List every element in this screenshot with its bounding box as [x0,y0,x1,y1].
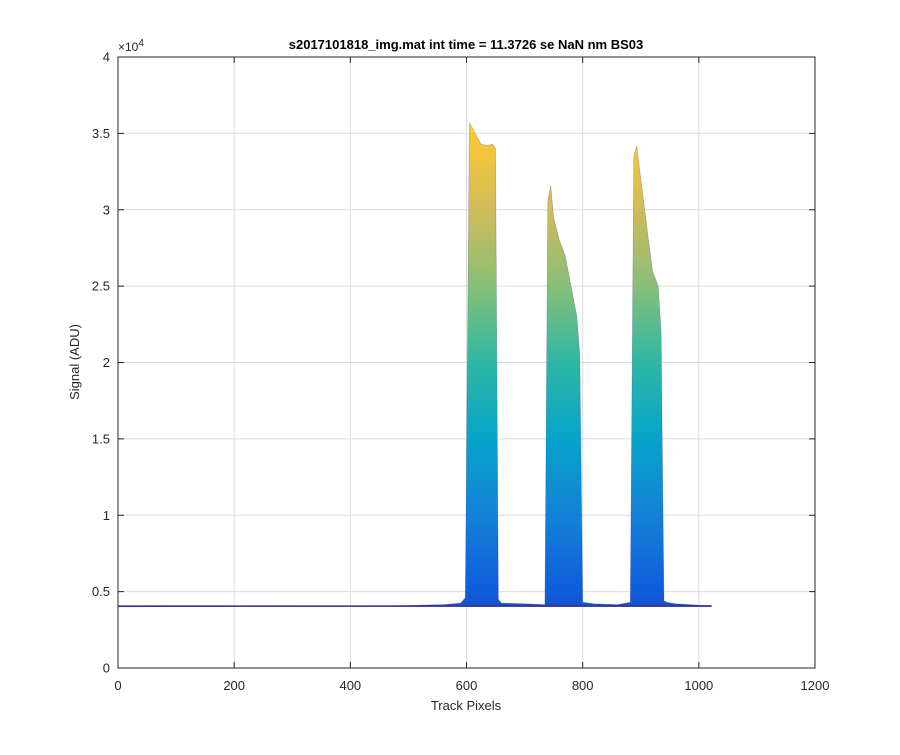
grid [118,57,815,668]
x-tick-label: 1000 [684,678,713,693]
x-tick-label: 600 [456,678,478,693]
signal-line [117,122,712,608]
x-axis-label: Track Pixels [431,698,502,713]
y-exponent-power: 4 [138,38,144,49]
y-tick-label: 1.5 [92,431,110,446]
y-tick-label: 4 [103,50,110,65]
x-tick-label: 0 [114,678,121,693]
y-exponent-base: ×10 [118,40,139,54]
y-tick-label: 1 [103,508,110,523]
y-tick-label: 2.5 [92,279,110,294]
y-tick-label: 3 [103,202,110,217]
signal-area [118,122,712,607]
x-tick-label: 800 [572,678,594,693]
x-tick-label: 1200 [801,678,830,693]
chart-title: s2017101818_img.mat int time = 11.3726 s… [289,37,643,52]
plot-layer [117,122,712,608]
y-tick-label: 0 [103,661,110,676]
y-tick-label: 2 [103,355,110,370]
x-tick-label: 400 [339,678,361,693]
y-tick-label: 0.5 [92,584,110,599]
y-tick-label: 3.5 [92,126,110,141]
y-ticks: 0 0.5 1 1.5 2 2.5 3 3.5 4 [92,50,815,676]
x-ticks: 0 200 400 600 800 1000 1200 [114,57,829,693]
y-axis-label: Signal (ADU) [67,324,82,400]
y-exponent-label: ×104 [118,38,144,54]
x-tick-label: 200 [223,678,245,693]
